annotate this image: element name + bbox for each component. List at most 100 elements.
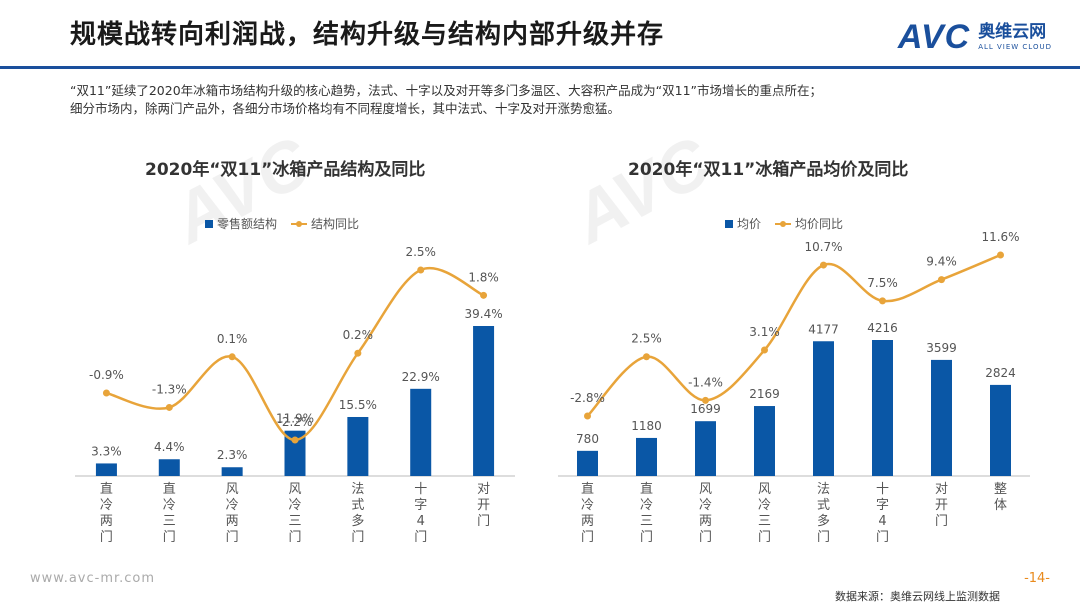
- category-label-char: 风: [226, 482, 239, 497]
- line-point: [102, 389, 110, 397]
- category-label-char: 冷: [288, 498, 301, 513]
- category-label-char: 门: [935, 514, 948, 529]
- bar: [410, 388, 432, 476]
- page-title: 规模战转向利润战，结构升级与结构内部升级并存: [70, 20, 665, 50]
- line-value-label: 9.4%: [926, 255, 957, 269]
- bar-value-label: 3.3%: [91, 444, 122, 458]
- bar: [754, 406, 775, 476]
- bar-value-label: 1180: [631, 419, 662, 433]
- bar: [347, 416, 369, 476]
- category-label-char: 开: [477, 498, 490, 513]
- category-label-char: 冷: [640, 498, 653, 513]
- category-label-char: 直: [581, 482, 594, 497]
- legend-line-label: 结构同比: [311, 216, 359, 231]
- data-source: 数据来源：奥维云网线上监测数据: [835, 590, 1000, 603]
- line-value-label: -2.8%: [570, 391, 605, 405]
- bar: [577, 450, 598, 476]
- legend-bar-label: 零售额结构: [217, 216, 277, 231]
- bar: [931, 359, 952, 476]
- line-series: [586, 253, 1001, 417]
- legend-bar-label: 均价: [737, 217, 761, 231]
- line-point: [584, 412, 591, 420]
- line-value-label: 7.5%: [867, 276, 898, 290]
- line-value-label: 2.5%: [631, 332, 662, 346]
- category-label-char: 法: [351, 482, 364, 497]
- category-label-char: 门: [100, 530, 113, 545]
- category-label-char: 式: [817, 498, 830, 513]
- line-value-label: 2.5%: [405, 245, 436, 259]
- bar: [95, 463, 117, 476]
- line-value-label: 3.1%: [749, 325, 780, 339]
- legend-line-label: 均价同比: [795, 217, 843, 231]
- category-label-char: 直: [100, 482, 113, 497]
- category-label-char: 多: [351, 513, 364, 529]
- line-point: [291, 436, 299, 444]
- line-value-label: 0.1%: [217, 332, 248, 346]
- legend-bar-swatch: [725, 220, 733, 228]
- bar-value-label: 3599: [926, 341, 957, 355]
- category-label-char: 体: [994, 498, 1007, 513]
- category-label-char: 三: [758, 514, 771, 529]
- line-value-label: 1.8%: [468, 270, 499, 284]
- category-label-char: 法: [817, 482, 830, 497]
- intro-line-1: “双11”延续了2020年冰箱市场结构升级的核心趋势，法式、十字以及对开等多门多…: [70, 83, 823, 98]
- line-point: [228, 353, 236, 361]
- category-label-char: 门: [640, 530, 653, 545]
- category-label-char: 风: [288, 482, 301, 497]
- line-point: [643, 353, 650, 361]
- logo-cn: 奥维云网: [978, 22, 1047, 42]
- bar: [284, 430, 306, 476]
- bar-value-label: 4216: [867, 321, 898, 335]
- bar-value-label: 2169: [749, 387, 780, 401]
- line-value-label: -2.2%: [278, 415, 313, 429]
- logo-en: ALL VIEW CLOUD: [978, 43, 1052, 51]
- category-label-char: 冷: [100, 498, 113, 513]
- line-value-label: -1.4%: [688, 375, 723, 389]
- category-label-char: 三: [640, 514, 653, 529]
- bar-value-label: 15.5%: [339, 398, 377, 412]
- line-point: [938, 276, 945, 284]
- category-label-char: 4: [878, 514, 886, 529]
- bar-value-label: 780: [576, 432, 599, 446]
- category-label-char: 冷: [758, 498, 771, 513]
- legend-line-marker: [296, 221, 302, 227]
- bar-value-label: 11.9%: [276, 412, 314, 426]
- intro-text: “双11”延续了2020年冰箱市场结构升级的核心趋势，法式、十字以及对开等多门多…: [70, 82, 1050, 118]
- category-label-char: 门: [477, 514, 490, 529]
- category-label-char: 门: [699, 530, 712, 545]
- structure-chart: 零售额结构 结构同比3.3%直冷两门4.4%直冷三门2.3%风冷两门11.9%风冷…: [75, 216, 515, 545]
- category-label-char: 门: [288, 530, 301, 545]
- bar: [990, 384, 1011, 476]
- line-point: [997, 251, 1004, 259]
- category-label-char: 三: [288, 514, 301, 529]
- bar: [872, 340, 893, 476]
- category-label-char: 开: [935, 498, 948, 513]
- line-point: [879, 297, 886, 305]
- category-label-char: 风: [758, 482, 771, 497]
- line-value-label: 10.7%: [804, 240, 842, 254]
- category-label-char: 门: [581, 530, 594, 545]
- category-label-char: 门: [758, 530, 771, 545]
- chart-title-structure: 2020年“双11”冰箱产品结构及同比: [145, 160, 426, 180]
- page-number: -14-: [1024, 571, 1050, 586]
- footer-url[interactable]: www.avc-mr.com: [30, 571, 156, 586]
- category-label-char: 门: [163, 530, 176, 545]
- bar: [813, 341, 834, 476]
- category-label-char: 门: [226, 530, 239, 545]
- line-point: [417, 266, 425, 274]
- category-label-char: 冷: [226, 498, 239, 513]
- chart-title-price: 2020年“双11”冰箱产品均价及同比: [628, 160, 909, 180]
- bar: [695, 421, 716, 476]
- line-value-label: -0.9%: [89, 368, 124, 382]
- category-label-char: 整: [994, 482, 1007, 497]
- category-label-char: 三: [163, 514, 176, 529]
- bar-value-label: 4177: [808, 322, 839, 336]
- line-value-label: 0.2%: [343, 328, 374, 342]
- category-label-char: 门: [876, 530, 889, 545]
- header-divider: [0, 66, 1080, 69]
- category-label-char: 4: [417, 514, 425, 529]
- price-chart: 均价 均价同比780直冷两门1180直冷三门1699风冷两门2169风冷三门417…: [558, 217, 1030, 545]
- category-label-char: 两: [699, 514, 712, 529]
- line-point: [354, 349, 362, 357]
- bar: [636, 437, 657, 476]
